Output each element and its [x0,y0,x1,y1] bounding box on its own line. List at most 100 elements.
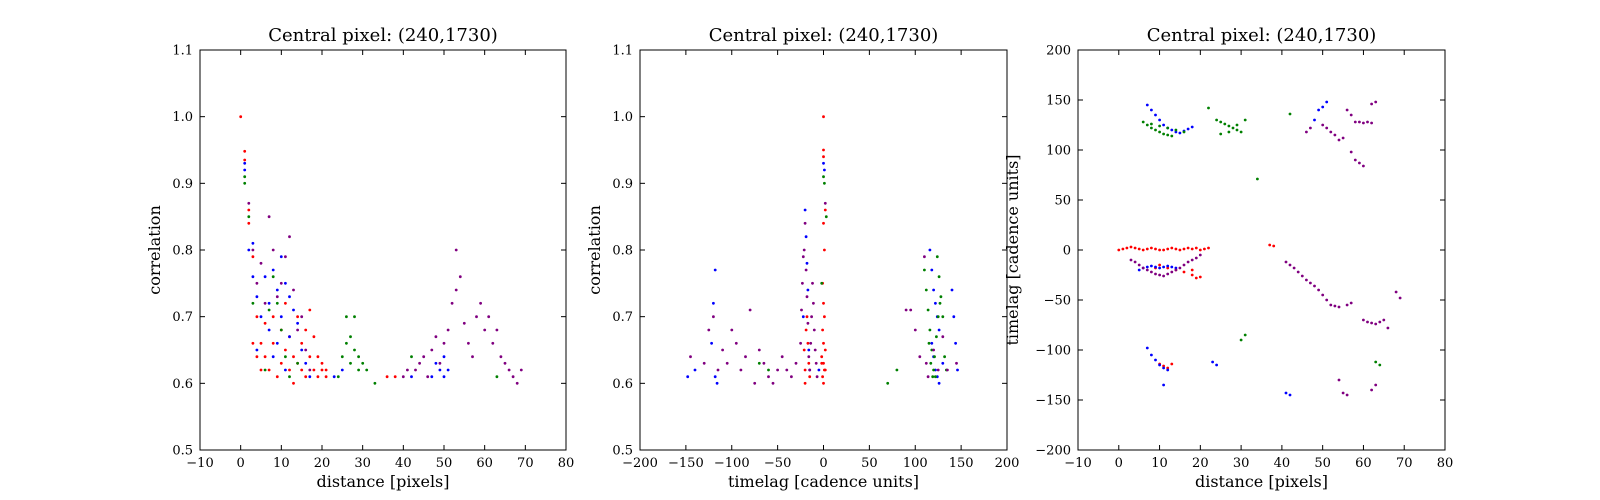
data-point [739,368,743,372]
data-point [251,341,255,345]
data-point [450,301,454,305]
data-point [401,375,405,379]
data-point [255,281,259,285]
data-point [1211,360,1214,364]
data-point [930,268,934,272]
y-tick-label: 1.0 [172,110,193,125]
data-point [800,308,803,312]
data-point [255,355,259,359]
data-point [757,361,761,365]
data-point [1296,270,1300,274]
data-point [1137,247,1141,251]
data-point [1374,322,1378,326]
data-point [251,275,255,279]
data-point [937,275,941,279]
data-point [1349,150,1353,154]
x-tick-label: 80 [558,456,575,471]
data-point [426,375,430,379]
data-point [308,308,312,312]
data-point [284,301,287,305]
data-point [721,348,724,352]
data-point [263,275,267,279]
data-point [813,348,817,352]
data-point [753,381,757,385]
data-point [904,308,908,312]
x-tick-label: 30 [1233,456,1250,471]
data-point [822,155,825,159]
data-point [247,201,251,205]
series-green [757,175,948,385]
data-point [1386,326,1390,330]
data-point [406,368,409,372]
data-point [308,368,312,372]
data-point [926,375,930,379]
y-tick-label: 150 [1046,94,1071,109]
data-point [931,375,935,379]
data-point [1219,132,1223,136]
data-point [1305,130,1308,134]
data-point [475,315,478,319]
data-point [1154,265,1157,269]
data-point [1150,246,1153,250]
data-point [1321,105,1325,109]
series-green [243,175,499,385]
x-tick-label: −50 [764,456,791,471]
data-point [304,375,308,379]
data-point [357,368,360,372]
data-point [275,341,279,345]
data-point [267,308,271,312]
data-point [1382,318,1386,322]
data-point [1398,296,1402,300]
data-point [251,255,255,259]
data-point [1154,113,1157,117]
data-point [941,335,945,339]
data-point [1190,268,1194,272]
data-point [511,375,515,379]
x-tick-label: 0 [1115,456,1123,471]
data-point [822,301,825,305]
data-point [780,355,784,359]
data-point [1341,391,1345,395]
data-point [1362,164,1365,168]
data-point [271,341,275,345]
data-point [1362,121,1365,125]
data-point [689,355,692,359]
data-point [442,341,446,345]
data-point [454,248,458,252]
x-tick-label: 20 [314,456,331,471]
data-point [1182,130,1186,134]
data-point [1150,126,1153,130]
data-point [1186,246,1190,250]
data-point [255,348,259,352]
data-point [1129,245,1133,249]
y-tick-label: 0.9 [172,177,193,192]
data-point [1227,130,1231,134]
data-point [304,348,308,352]
data-point [810,315,813,319]
data-point [715,381,719,385]
data-point [304,328,308,332]
data-point [934,301,937,305]
data-point [438,368,442,372]
data-point [349,335,352,339]
data-point [312,335,316,339]
x-tick-label: −200 [622,456,658,471]
data-point [823,201,827,205]
data-point [1194,276,1198,280]
data-point [1194,246,1198,250]
data-point [820,355,824,359]
data-point [271,275,275,279]
data-point [1194,256,1198,260]
data-point [1349,301,1353,305]
data-point [1325,126,1329,130]
data-point [946,368,949,372]
data-point [1366,120,1369,124]
data-point [251,301,255,305]
data-point [279,361,283,365]
x-tick-label: 70 [517,456,534,471]
data-point [748,308,752,312]
data-point [503,361,507,365]
data-point [1182,247,1186,251]
data-point [1170,362,1174,366]
data-point [467,341,470,345]
